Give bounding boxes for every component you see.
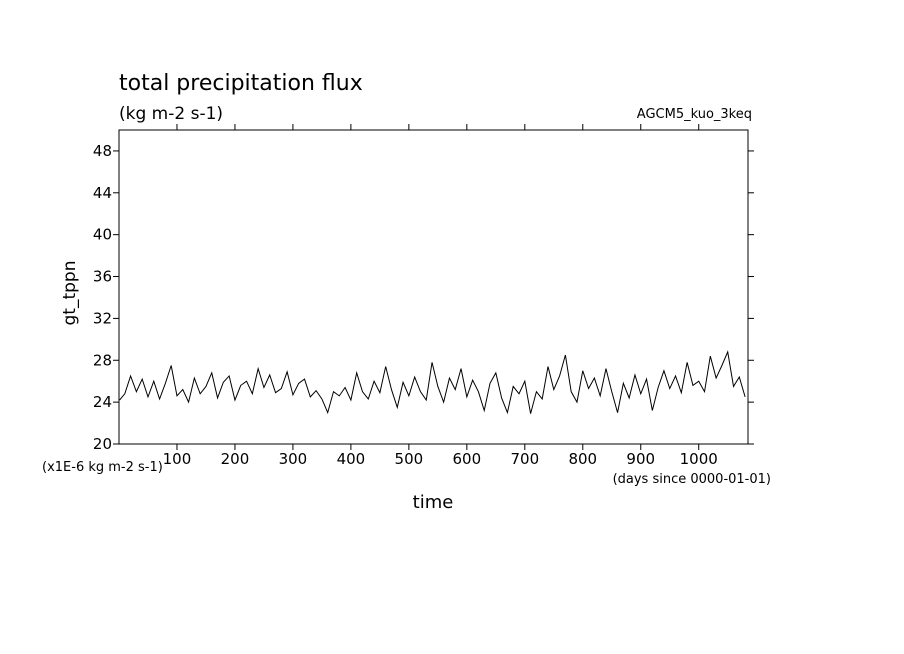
y-tick-label: 48: [93, 142, 112, 160]
y-tick-label: 40: [93, 226, 112, 244]
y-tick-label: 44: [93, 184, 112, 202]
x-tick-label: 800: [568, 450, 597, 468]
y-tick-label: 36: [93, 268, 112, 286]
data-line: [119, 350, 746, 415]
plot-frame: [118, 129, 749, 445]
x-tick-label: 100: [163, 450, 192, 468]
annotation: AGCM5_kuo_3keq: [637, 107, 752, 122]
x-units: (days since 0000-01-01): [613, 472, 771, 487]
x-tick-label: 700: [510, 450, 539, 468]
x-tick-label: 900: [626, 450, 655, 468]
y-tick-label: 28: [93, 351, 112, 369]
x-tick-label: 200: [221, 450, 250, 468]
y-tick-label: 20: [93, 435, 112, 453]
y-tick-label: 32: [93, 309, 112, 327]
chart-title: total precipitation flux: [119, 71, 363, 96]
x-tick-label: 400: [337, 450, 366, 468]
x-tick-label: 500: [395, 450, 424, 468]
y-units: (x1E-6 kg m-2 s-1): [42, 460, 163, 475]
x-tick-label: 600: [453, 450, 482, 468]
x-tick-label: 1000: [680, 450, 718, 468]
x-axis-label: time: [413, 492, 454, 513]
x-tick-label: 300: [279, 450, 308, 468]
y-tick-label: 24: [93, 393, 112, 411]
y-axis-label: gt_tppn: [60, 261, 80, 326]
chart-subtitle: (kg m-2 s-1): [119, 104, 223, 124]
